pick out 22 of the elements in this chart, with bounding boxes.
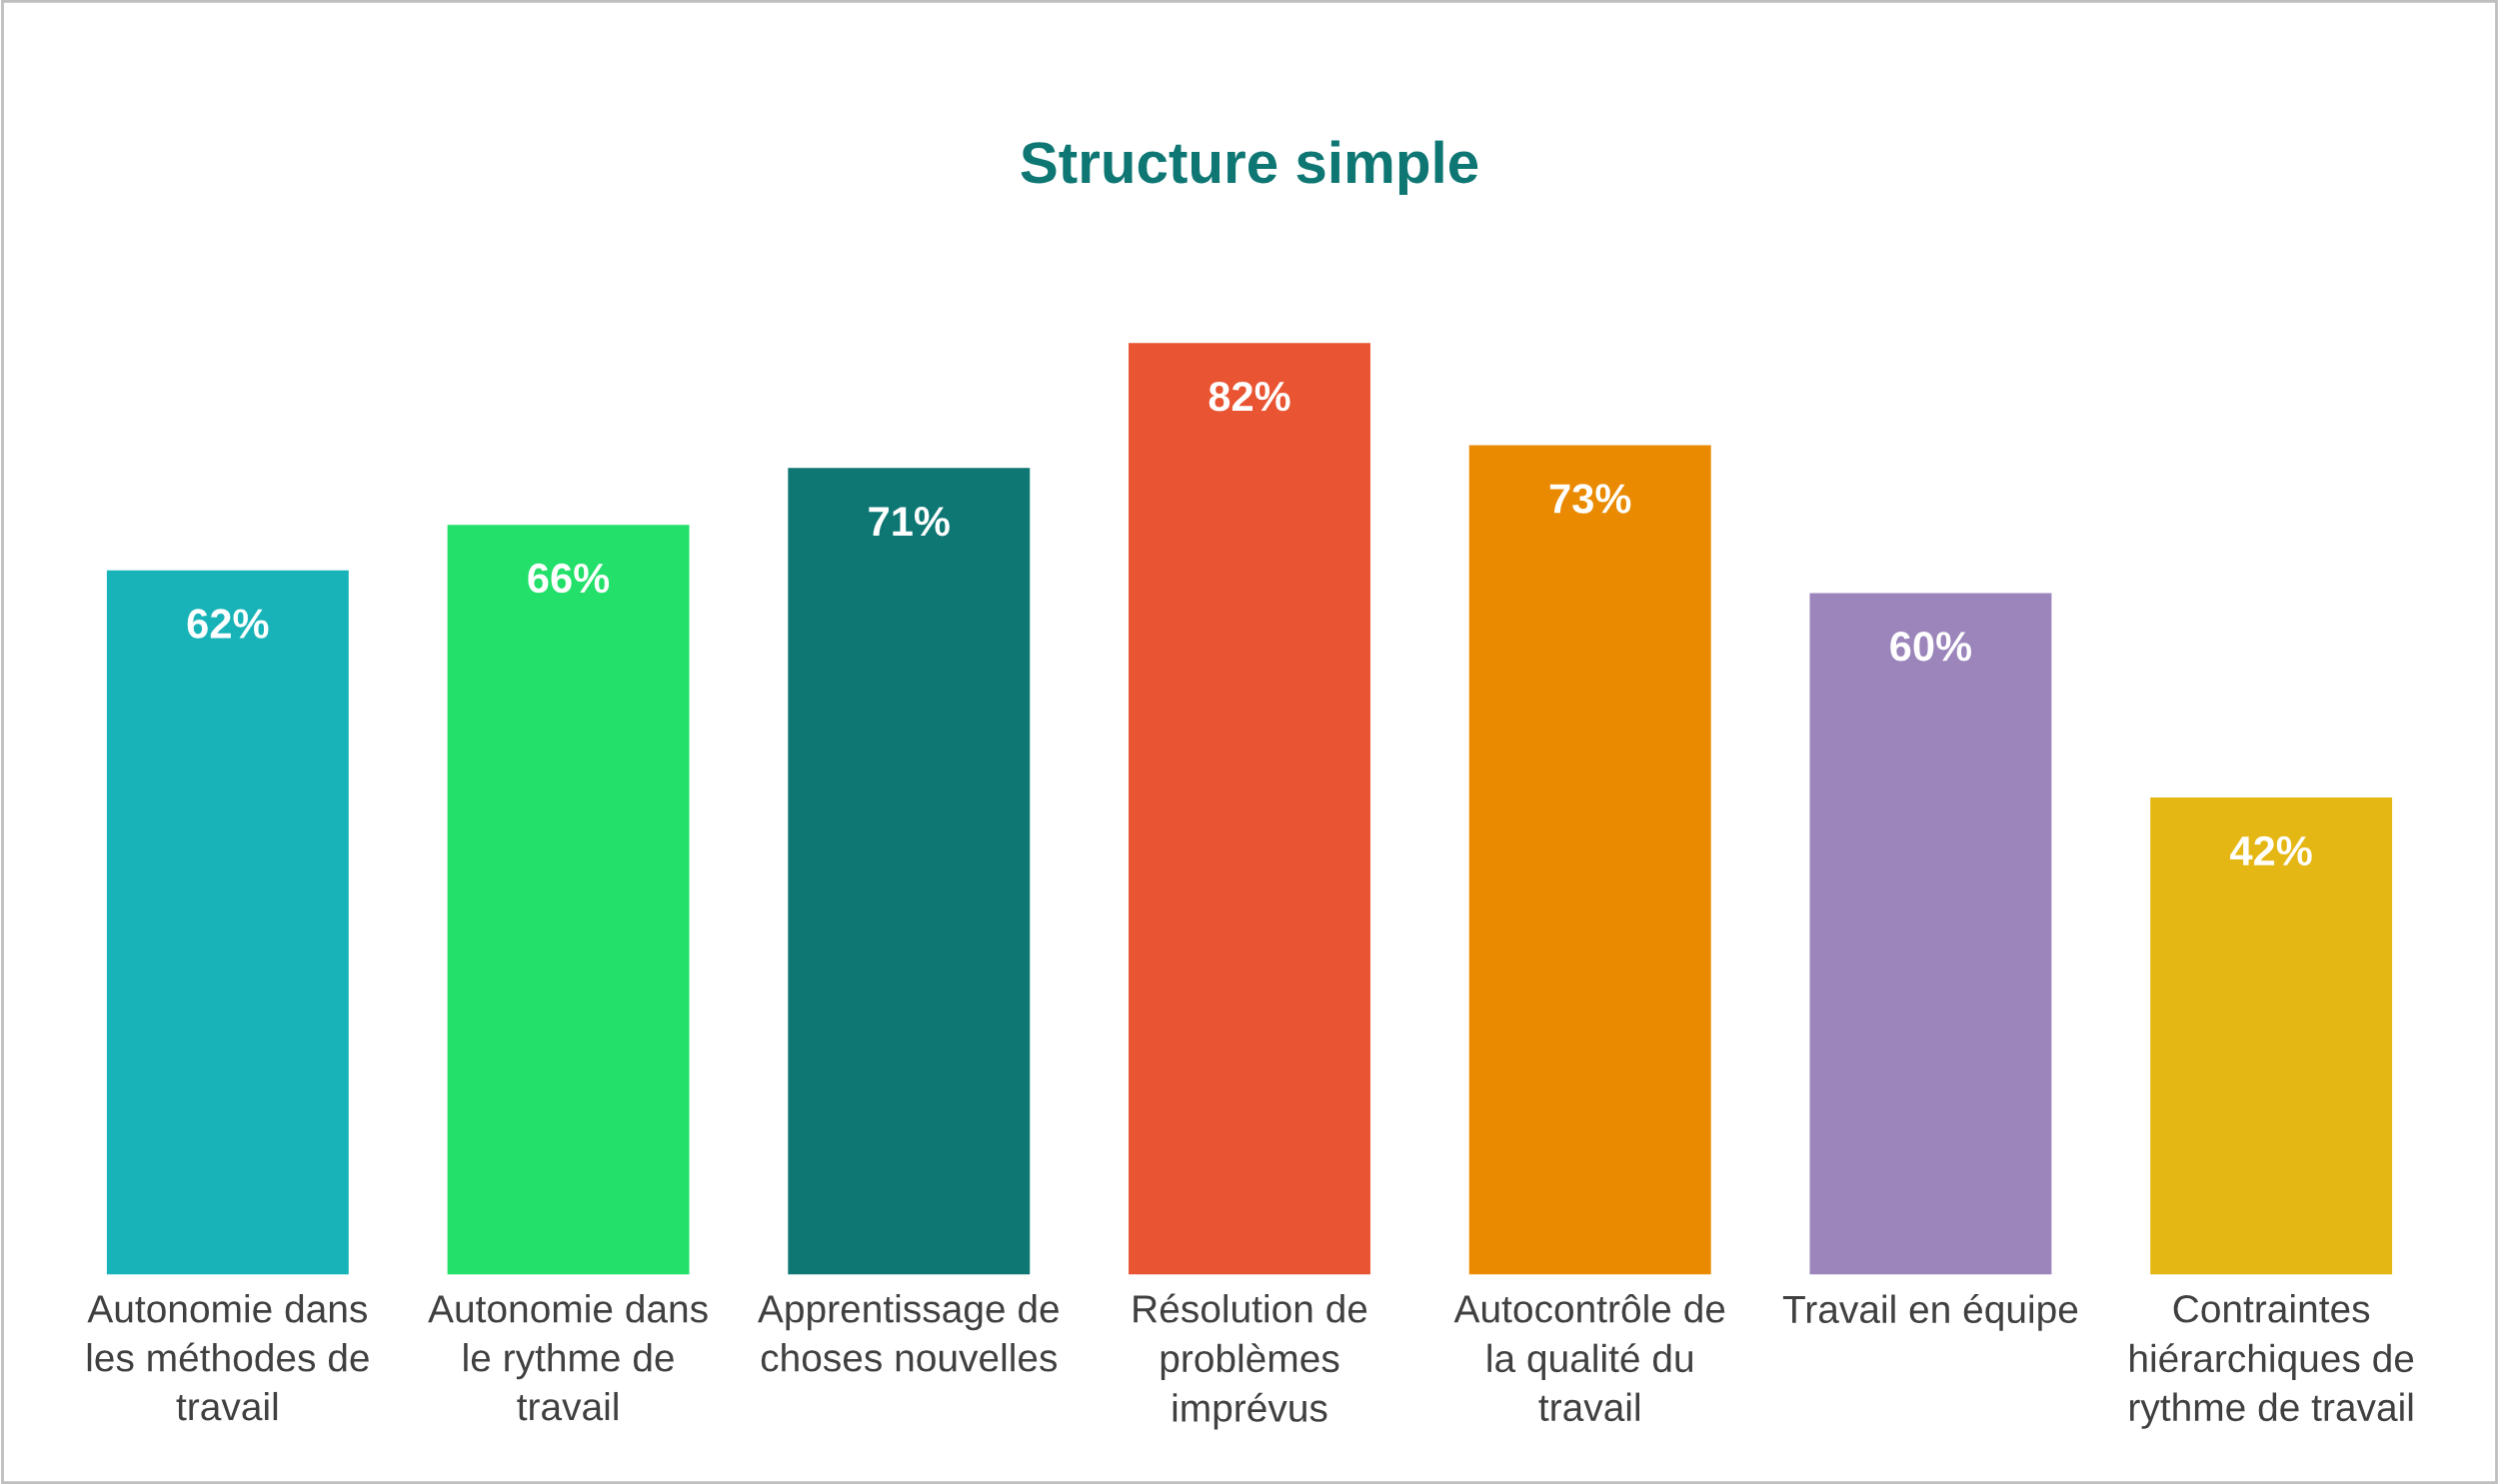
bar [106, 570, 349, 1275]
data-label: 71% [869, 507, 950, 537]
x-tick-label: Autocontrôle de la qualité du travail [1453, 1293, 1725, 1422]
data-label: 66% [528, 563, 610, 594]
data-label: 82% [1209, 381, 1290, 412]
x-tick-label: Autonomie dans le rythme de travail [428, 1294, 708, 1421]
x-tick-label: Travail en équipe [1782, 1294, 2078, 1331]
x-tick-label: Contraintes hiérarchiques de rythme de travail [2130, 1294, 2414, 1429]
bar [447, 525, 690, 1275]
x-tick-label: Résolution de problèmes imprévus [1134, 1293, 1367, 1430]
bar [788, 468, 1031, 1275]
data-label: 42% [2230, 835, 2312, 866]
bar [2150, 797, 2393, 1275]
bar [1129, 343, 1370, 1275]
bar [1809, 593, 2052, 1275]
x-tick-label: Autonomie dans les méthodes de travail [87, 1294, 369, 1421]
data-label: 62% [187, 609, 269, 639]
bar [1468, 445, 1711, 1275]
data-label: 60% [1890, 632, 1972, 662]
data-label: 73% [1549, 484, 1631, 514]
chart-title: Structure simple [1021, 140, 1478, 195]
x-tick-label: Apprentissage de choses nouvelles [758, 1294, 1059, 1372]
